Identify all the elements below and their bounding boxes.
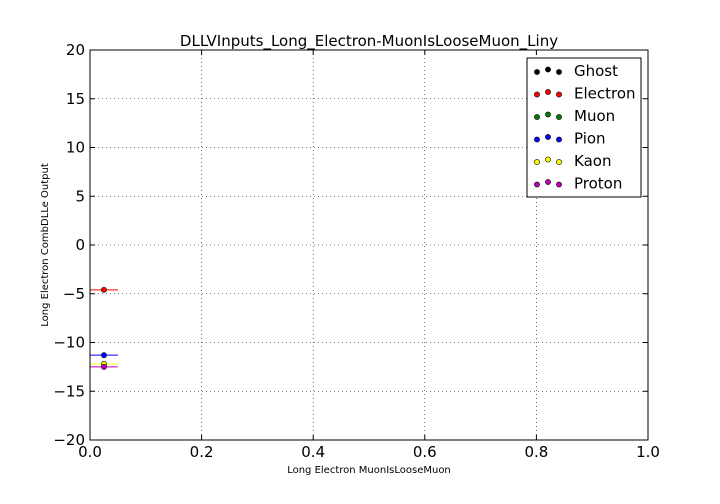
y-axis-label: Long Electron CombDLLe Output — [40, 163, 51, 327]
legend-label-proton: Proton — [574, 175, 622, 193]
y-tick-label: −10 — [53, 334, 85, 352]
legend: Ghost Electron Muon Pion Kaon Proton — [526, 57, 642, 198]
electron-legend-marker — [534, 91, 540, 98]
proton-legend-marker — [556, 181, 562, 188]
data-marks — [90, 286, 118, 370]
electron-legend-marker — [545, 89, 551, 95]
x-tick-label: 0.4 — [301, 443, 325, 461]
pion-legend-marker — [534, 136, 540, 143]
muon-legend-marker — [556, 114, 562, 120]
x-tick-label: 0.8 — [524, 443, 548, 461]
plot-frame — [89, 49, 649, 441]
y-tick-label: −15 — [53, 382, 85, 400]
muon-legend-marker — [545, 111, 551, 118]
electron-point — [101, 286, 107, 293]
y-tick-label: 0 — [75, 236, 85, 254]
kaon-legend-marker — [545, 156, 551, 163]
ticks: 0.0 0.2 0.4 0.6 0.8 1.0 20 15 10 5 0 −5 −10 −15 −20 — [53, 41, 660, 461]
y-tick-label: −5 — [63, 285, 85, 303]
x-tick-label: 0.2 — [190, 443, 214, 461]
ghost-legend-marker — [545, 66, 551, 73]
legend-label-kaon: Kaon — [574, 152, 611, 170]
x-tick-label: 0.0 — [78, 443, 102, 461]
y-tick-label: 20 — [66, 41, 85, 59]
proton-legend-marker — [534, 181, 540, 188]
y-tick-label: 15 — [66, 90, 85, 108]
kaon-legend-marker — [534, 159, 540, 165]
x-axis-label: Long Electron MuonIsLooseMuon — [287, 465, 451, 476]
kaon-legend-marker — [556, 159, 562, 165]
x-tick-label: 1.0 — [636, 443, 660, 461]
y-tick-label: −20 — [53, 431, 85, 449]
pion-point — [101, 352, 107, 359]
muon-legend-marker — [534, 114, 540, 120]
legend-label-muon: Muon — [574, 107, 615, 125]
pion-legend-marker — [545, 134, 551, 140]
legend-label-ghost: Ghost — [574, 62, 618, 80]
y-tick-label: 10 — [66, 139, 85, 157]
ghost-legend-marker — [556, 69, 562, 75]
x-tick-label: 0.6 — [413, 443, 437, 461]
legend-box — [526, 57, 642, 198]
legend-label-pion: Pion — [574, 130, 606, 148]
pion-legend-marker — [556, 136, 562, 143]
legend-label-electron: Electron — [574, 85, 636, 103]
chart-title: DLLVInputs_Long_Electron-MuonIsLooseMuon… — [180, 32, 558, 51]
ghost-legend-marker — [534, 69, 540, 75]
proton-legend-marker — [545, 179, 551, 185]
y-tick-label: 5 — [75, 187, 85, 205]
electron-legend-marker — [556, 91, 562, 98]
proton-point — [101, 363, 107, 370]
